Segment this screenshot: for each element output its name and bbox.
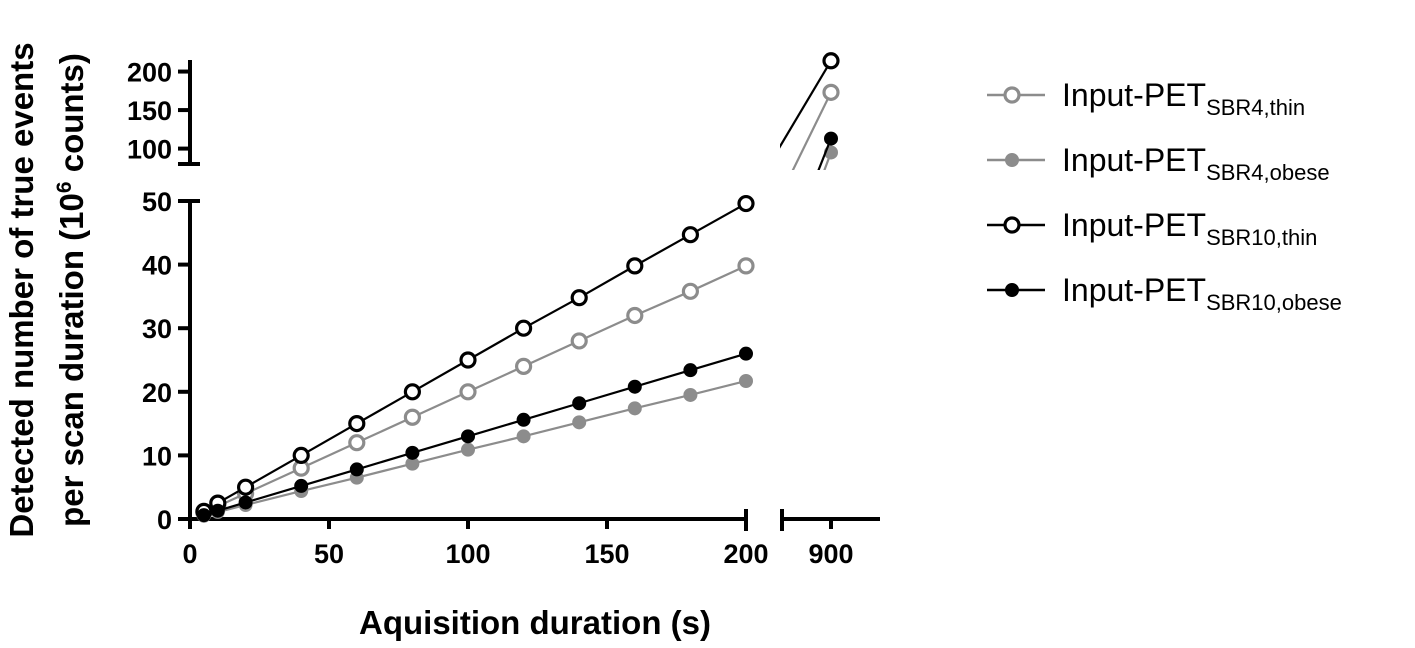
data-point: [683, 387, 698, 402]
x-tick-label: 50: [314, 539, 344, 569]
data-point: [822, 83, 840, 101]
data-point: [572, 415, 587, 430]
data-point: [627, 379, 642, 394]
data-point: [210, 503, 225, 518]
legend-marker: [1003, 86, 1021, 104]
x-tick-label: 100: [445, 539, 490, 569]
legend-item: Input-PETSBR10,obese: [987, 272, 1342, 315]
data-point: [514, 319, 533, 337]
data-point: [627, 401, 642, 416]
y-axis-title-line2: per scan duration (106 counts): [53, 53, 90, 527]
series-line-break: [817, 138, 833, 170]
legend-label: Input-PETSBR10,thin: [1062, 207, 1317, 250]
data-point: [237, 478, 255, 496]
data-point: [516, 429, 531, 444]
y-tick-label: 20: [142, 378, 172, 408]
data-point: [822, 52, 840, 70]
data-point: [626, 257, 644, 275]
y-tick-label: 10: [142, 441, 172, 471]
series-line-break: [780, 60, 832, 149]
data-point: [403, 408, 421, 426]
data-point: [824, 131, 838, 146]
data-point: [739, 373, 753, 388]
data-point: [405, 445, 420, 460]
series-sbr10-thin: [195, 52, 840, 520]
x-tick-label: 150: [584, 539, 629, 569]
series-layer: [195, 52, 840, 523]
data-point: [238, 495, 253, 510]
y-tick-label: 50: [142, 187, 172, 217]
legend-label: Input-PETSBR4,thin: [1062, 77, 1305, 120]
series-line-break: [791, 91, 832, 170]
y-axis-title: Detected number of true events: [3, 42, 40, 537]
data-point: [459, 383, 477, 401]
x-tick-label: 900: [808, 539, 853, 569]
data-point: [737, 194, 755, 213]
series-line: [203, 352, 747, 517]
legend-item: Input-PETSBR4,obese: [987, 142, 1330, 185]
series-line-break: [823, 152, 833, 170]
legend-marker: [1005, 153, 1019, 167]
data-point: [348, 415, 366, 433]
data-point: [572, 396, 587, 411]
data-point: [626, 306, 644, 325]
data-point: [516, 412, 531, 427]
x-axis-title: Aquisition duration (s): [359, 604, 711, 641]
x-tick-label: 200: [723, 539, 768, 569]
data-point: [461, 429, 475, 444]
legend: Input-PETSBR4,thin Input-PETSBR4,obese Inp…: [987, 77, 1342, 315]
data-point: [570, 332, 588, 350]
axes: [178, 60, 880, 531]
y-tick-label: 200: [127, 58, 172, 88]
data-point: [681, 226, 700, 244]
legend-marker: [1003, 216, 1021, 234]
data-point: [739, 346, 753, 361]
legend-label: Input-PETSBR4,obese: [1062, 142, 1330, 185]
series-sbr10-obese: [196, 131, 838, 523]
data-point: [196, 508, 211, 523]
y-tick-label: 0: [157, 505, 172, 535]
x-tick-label: 0: [182, 539, 197, 569]
legend-item: Input-PETSBR4,thin: [987, 77, 1305, 120]
data-point: [403, 383, 421, 401]
data-point: [570, 289, 588, 307]
data-point: [292, 446, 310, 464]
data-point: [349, 462, 364, 477]
series-line: [203, 379, 747, 517]
tick-layer: 0 50 100 150 200 900 0 10 20 30 40 50 100 150 200: [127, 58, 854, 569]
legend-label: Input-PETSBR10,obese: [1062, 272, 1342, 315]
data-point: [348, 434, 366, 452]
legend-item: Input-PETSBR10,thin: [987, 207, 1317, 250]
y-tick-label: 150: [127, 96, 172, 126]
data-point: [294, 478, 309, 493]
data-point: [459, 351, 477, 369]
data-point: [461, 442, 475, 457]
y-tick-label: 40: [142, 251, 172, 281]
data-point: [683, 363, 698, 378]
y-tick-label: 30: [142, 314, 172, 344]
legend-marker: [1005, 283, 1019, 297]
data-point: [514, 357, 533, 375]
y-tick-label: 100: [127, 135, 172, 165]
data-point: [681, 282, 700, 300]
data-point: [737, 257, 755, 275]
